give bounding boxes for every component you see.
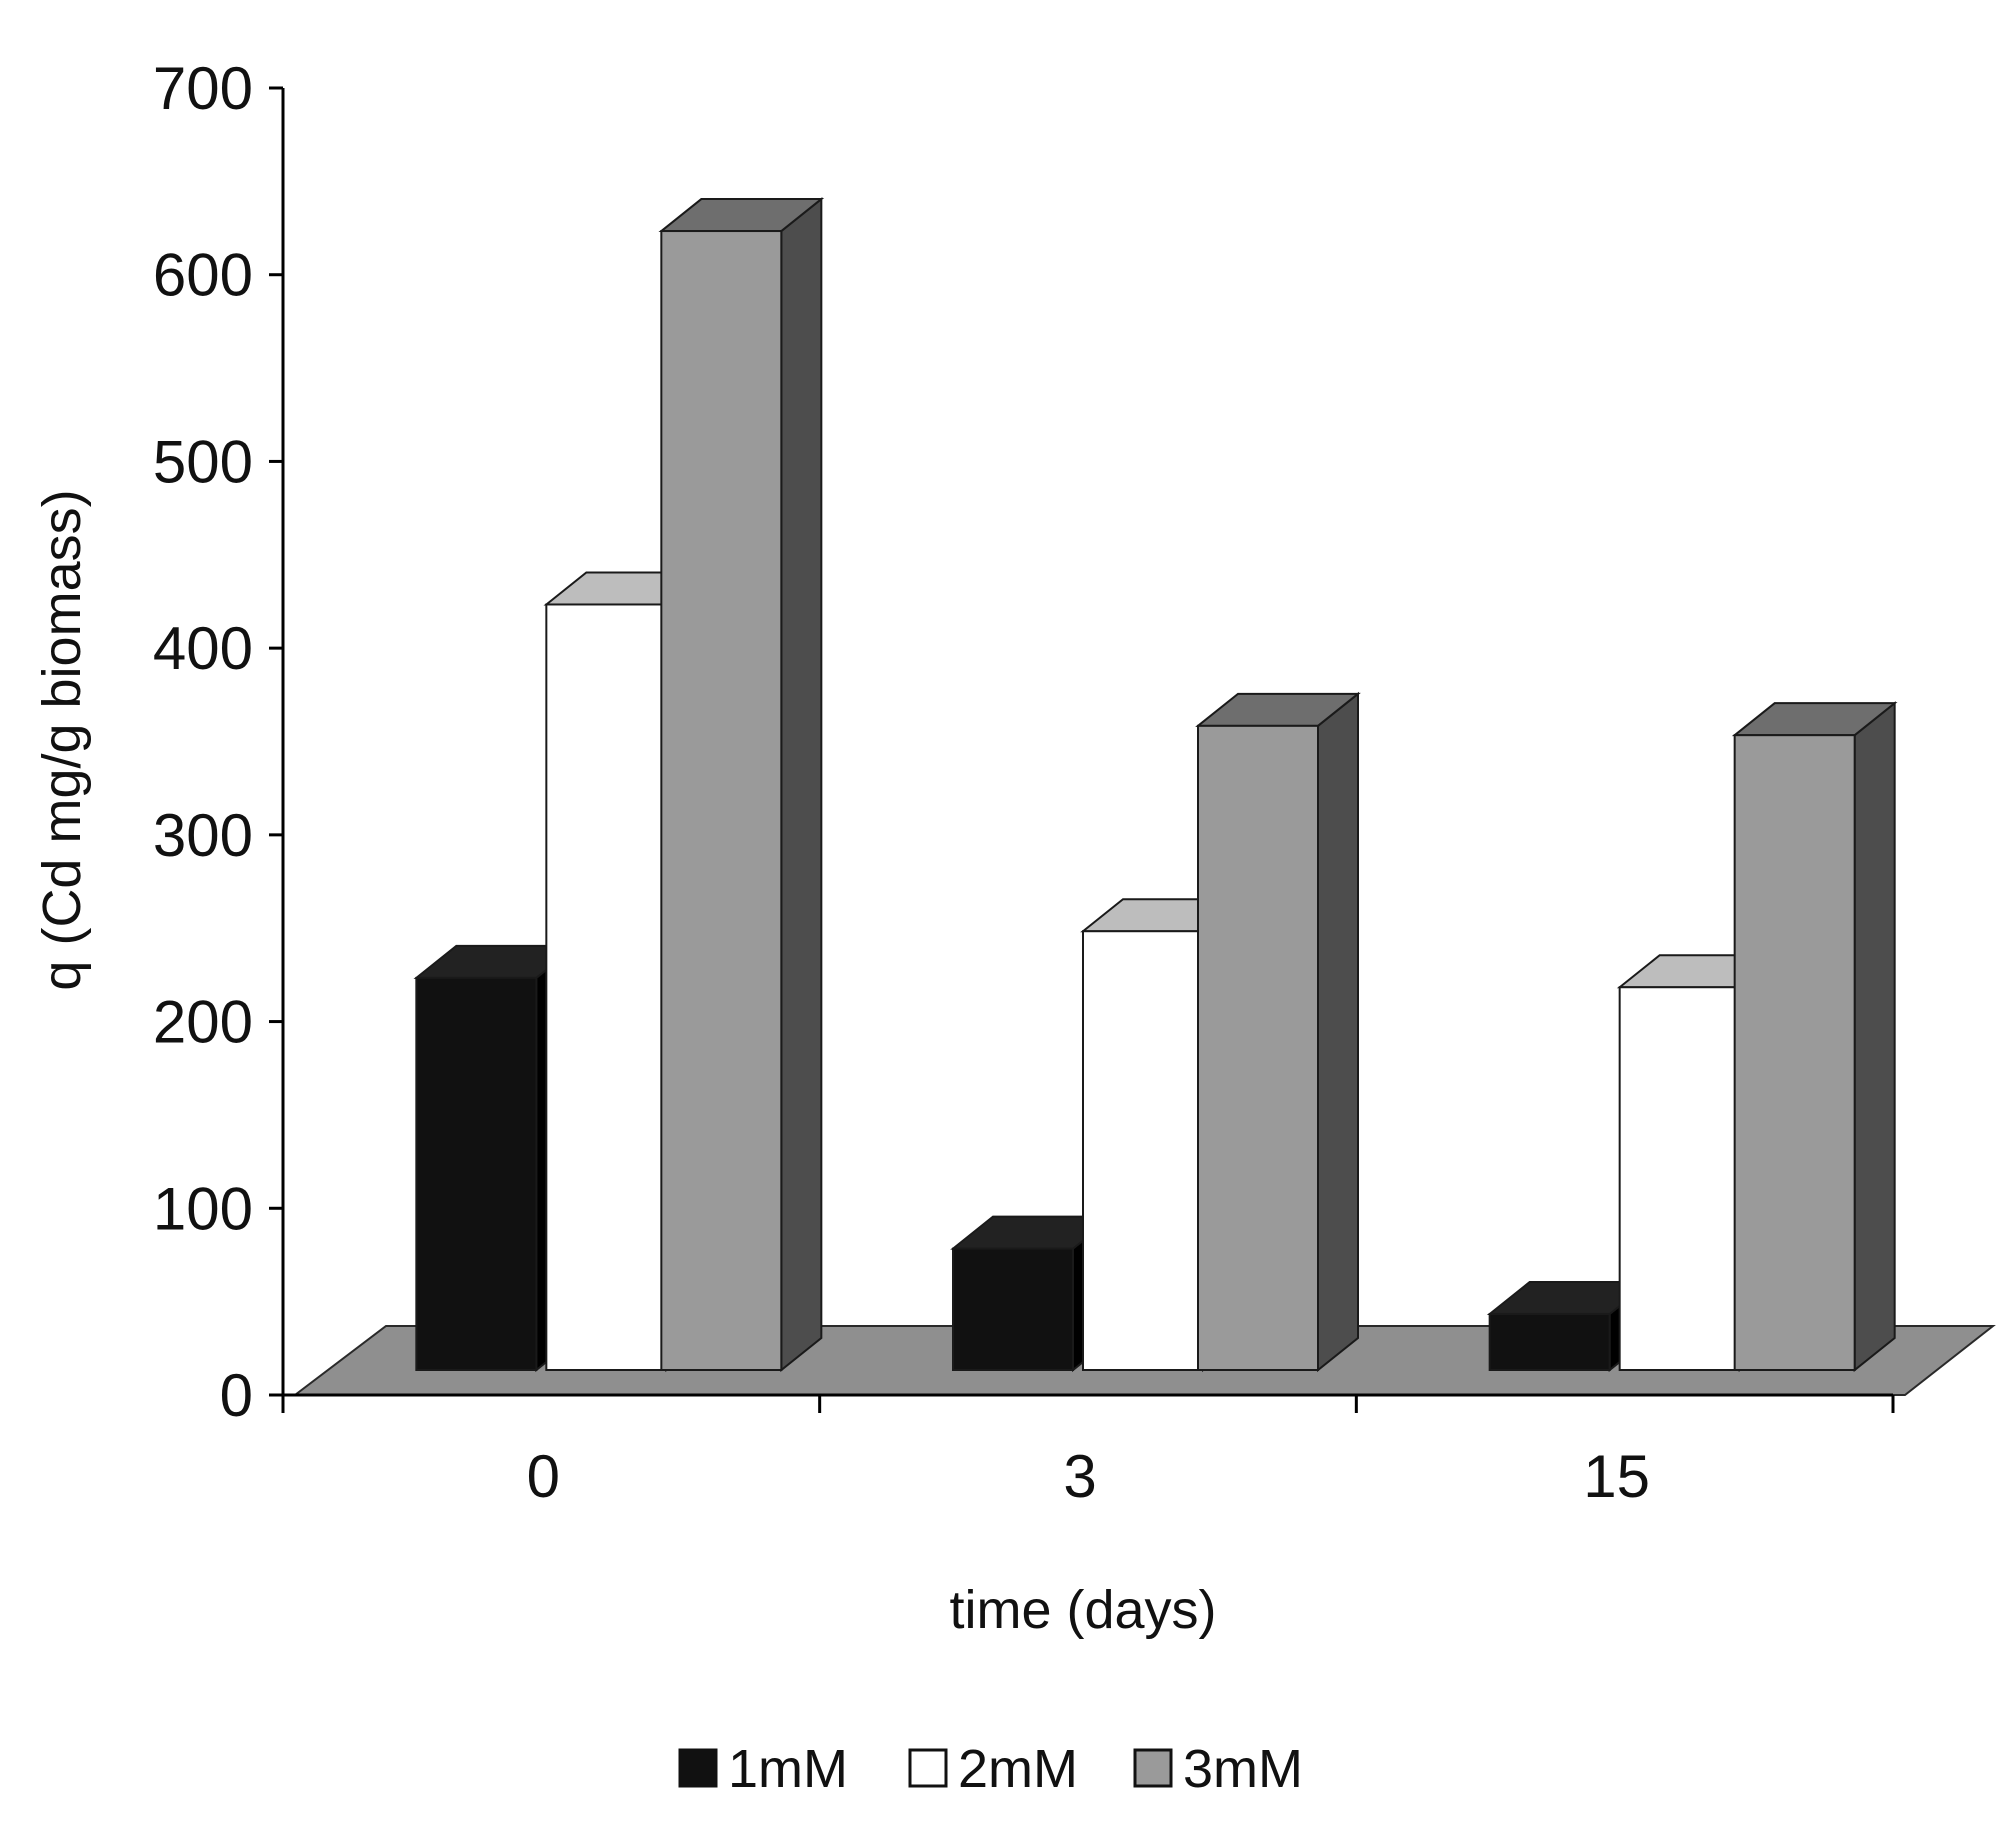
legend: 1mM 2mM 3mM: [678, 1739, 1303, 1799]
bar-front-face: [1488, 1312, 1611, 1372]
x-tick-label: 0: [527, 1443, 560, 1510]
bar-side-face: [780, 196, 823, 1373]
bar: [1195, 691, 1361, 1373]
bar-front-face: [415, 976, 538, 1372]
y-tick-label: 300: [153, 802, 253, 869]
bar: [658, 196, 825, 1373]
chart-axes-layer: [269, 86, 1895, 1413]
chart-labels-layer: 0 100 200 300 400 500 600 700 0 3 15: [153, 55, 1650, 1510]
legend-item: 3mM: [1133, 1739, 1303, 1799]
bar-front-face: [1733, 734, 1856, 1371]
bar-front-face: [952, 1247, 1074, 1372]
bar-side-face: [1317, 691, 1359, 1373]
bar: [1731, 701, 1898, 1373]
y-tick-label: 100: [153, 1175, 253, 1242]
bar-front-face: [545, 603, 668, 1371]
y-tick-label: 200: [153, 989, 253, 1056]
y-tick-label: 600: [153, 242, 253, 309]
bar-front-face: [660, 230, 783, 1372]
y-tick-label: 400: [153, 615, 253, 682]
y-tick-label: 0: [220, 1362, 253, 1429]
legend-label: 1mM: [728, 1739, 848, 1799]
bar-side-face: [1853, 701, 1896, 1373]
legend-item: 1mM: [678, 1739, 848, 1799]
chart-bars-layer: [413, 196, 1898, 1373]
legend-swatch: [908, 1748, 948, 1788]
y-tick-label: 500: [153, 428, 253, 495]
x-tick-label: 15: [1583, 1443, 1650, 1510]
legend-item: 2mM: [908, 1739, 1078, 1799]
y-tick-label: 700: [153, 55, 253, 122]
bar-front-face: [1618, 986, 1741, 1371]
bar-front-face: [1082, 930, 1204, 1371]
legend-swatch: [1133, 1748, 1173, 1788]
bar-front-face: [1197, 724, 1319, 1371]
legend-label: 2mM: [958, 1739, 1078, 1799]
legend-label: 3mM: [1183, 1739, 1303, 1799]
legend-swatch: [678, 1748, 718, 1788]
x-tick-label: 3: [1063, 1443, 1096, 1510]
y-axis-title: q (Cd mg/g biomass): [32, 489, 92, 990]
x-axis-title: time (days): [949, 1580, 1216, 1640]
